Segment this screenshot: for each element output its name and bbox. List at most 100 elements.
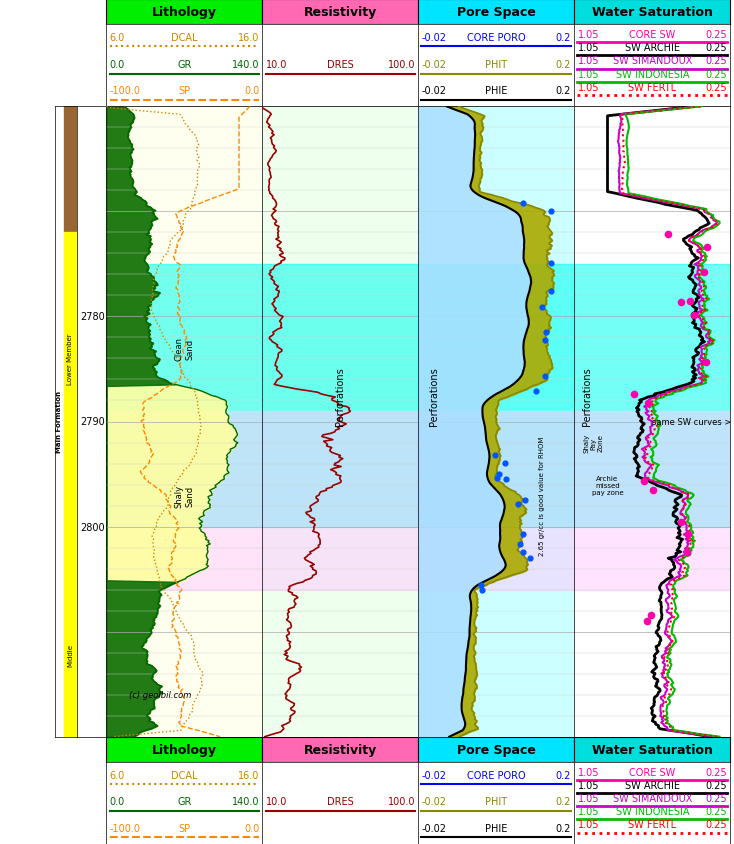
Text: -0.02: -0.02 — [421, 60, 446, 69]
Text: DCAL: DCAL — [171, 34, 197, 43]
Point — [539, 334, 551, 348]
Point — [675, 296, 686, 310]
Text: -100.0: -100.0 — [109, 86, 140, 96]
Text: 0.25: 0.25 — [705, 83, 727, 93]
Text: SW FERTL: SW FERTL — [628, 83, 677, 93]
Text: Resistivity: Resistivity — [304, 6, 377, 19]
Text: CORE SW: CORE SW — [629, 30, 675, 41]
Text: -0.02: -0.02 — [421, 771, 446, 780]
Text: 1.05: 1.05 — [578, 43, 599, 53]
Text: DRES: DRES — [327, 797, 354, 806]
Text: -0.02: -0.02 — [421, 823, 446, 833]
Point — [682, 528, 694, 542]
Text: SW INDONESIA: SW INDONESIA — [616, 806, 689, 816]
Text: Pore Space: Pore Space — [457, 743, 536, 756]
Point — [491, 471, 503, 484]
Bar — [262, 412, 418, 590]
Text: 0.2: 0.2 — [556, 34, 571, 43]
Text: 2.65 gr/cc is good value for RHOM: 2.65 gr/cc is good value for RHOM — [539, 436, 545, 555]
Point — [489, 449, 501, 463]
Text: Pore Space: Pore Space — [457, 6, 536, 19]
Text: Clean
Sand: Clean Sand — [175, 337, 194, 360]
Text: Perforations: Perforations — [429, 366, 439, 425]
Text: PHIE: PHIE — [485, 823, 507, 833]
Bar — [418, 412, 574, 590]
Point — [539, 371, 550, 384]
Point — [531, 385, 542, 398]
Text: SW SIMANDOUX: SW SIMANDOUX — [613, 793, 692, 803]
Point — [701, 241, 713, 254]
Text: SW ARCHIE: SW ARCHIE — [625, 43, 680, 53]
Text: Lithology: Lithology — [152, 743, 217, 756]
Text: -0.02: -0.02 — [421, 34, 446, 43]
Text: GR: GR — [177, 60, 192, 69]
Point — [688, 309, 700, 322]
Text: 100.0: 100.0 — [388, 60, 415, 69]
Point — [525, 552, 537, 565]
Text: 0.25: 0.25 — [705, 43, 727, 53]
Text: 2780: 2780 — [80, 312, 105, 322]
Text: 0.25: 0.25 — [705, 30, 727, 41]
Point — [681, 545, 693, 559]
Point — [537, 300, 548, 314]
Text: 0.25: 0.25 — [705, 820, 727, 830]
Text: -0.02: -0.02 — [421, 86, 446, 96]
Text: SW FERTL: SW FERTL — [628, 820, 677, 830]
Text: 0.2: 0.2 — [556, 797, 571, 806]
Text: SP: SP — [178, 823, 191, 833]
Text: 0.2: 0.2 — [556, 86, 571, 96]
Text: Middle: Middle — [68, 643, 73, 667]
Text: GR: GR — [177, 797, 192, 806]
Text: 2800: 2800 — [80, 522, 105, 532]
Text: 16.0: 16.0 — [238, 771, 259, 780]
Text: SP: SP — [178, 86, 191, 96]
Point — [517, 197, 528, 210]
Point — [515, 538, 526, 551]
Text: (c) geolbil.com: (c) geolbil.com — [128, 690, 191, 700]
Point — [675, 516, 686, 529]
Text: -0.02: -0.02 — [421, 797, 446, 806]
Text: 1.05: 1.05 — [578, 30, 599, 41]
Text: 1.05: 1.05 — [578, 806, 599, 816]
Point — [517, 545, 528, 559]
Text: Lithology: Lithology — [152, 6, 217, 19]
Text: 0.0: 0.0 — [244, 823, 259, 833]
Text: PHIE: PHIE — [485, 86, 507, 96]
Text: 0.25: 0.25 — [705, 57, 727, 67]
Text: Main Formation: Main Formation — [57, 391, 62, 453]
Text: 1.05: 1.05 — [578, 83, 599, 93]
Text: 10.0: 10.0 — [266, 797, 287, 806]
Text: PHIT: PHIT — [485, 797, 507, 806]
Bar — [106, 265, 262, 527]
Text: PHIT: PHIT — [485, 60, 507, 69]
Point — [646, 609, 658, 622]
Bar — [418, 265, 574, 527]
Text: 6.0: 6.0 — [109, 34, 125, 43]
Text: Archie
missed
pay zone: Archie missed pay zone — [592, 475, 623, 495]
Point — [498, 457, 510, 471]
Text: SW SIMANDOUX: SW SIMANDOUX — [613, 57, 692, 67]
Text: Water Saturation: Water Saturation — [592, 743, 713, 756]
Bar — [262, 265, 418, 527]
Text: 0.25: 0.25 — [705, 793, 727, 803]
Text: 140.0: 140.0 — [232, 797, 259, 806]
Text: Shaly
Pay
Zone: Shaly Pay Zone — [584, 433, 604, 452]
Point — [519, 494, 531, 507]
Point — [698, 266, 710, 279]
Text: Shaly
Sand: Shaly Sand — [175, 484, 194, 507]
Text: 0.2: 0.2 — [556, 823, 571, 833]
Text: 10.0: 10.0 — [266, 60, 287, 69]
Text: 1.05: 1.05 — [578, 69, 599, 79]
Point — [642, 397, 654, 410]
Text: 1.05: 1.05 — [578, 57, 599, 67]
Text: CORE PORO: CORE PORO — [467, 34, 526, 43]
Text: 2790: 2790 — [80, 417, 105, 427]
Text: SW ARCHIE: SW ARCHIE — [625, 780, 680, 790]
Point — [512, 498, 524, 511]
Point — [540, 326, 552, 339]
Text: 0.0: 0.0 — [244, 86, 259, 96]
Point — [517, 528, 529, 542]
Text: DCAL: DCAL — [171, 771, 197, 780]
Bar — [574, 412, 730, 590]
Text: 1.05: 1.05 — [578, 820, 599, 830]
